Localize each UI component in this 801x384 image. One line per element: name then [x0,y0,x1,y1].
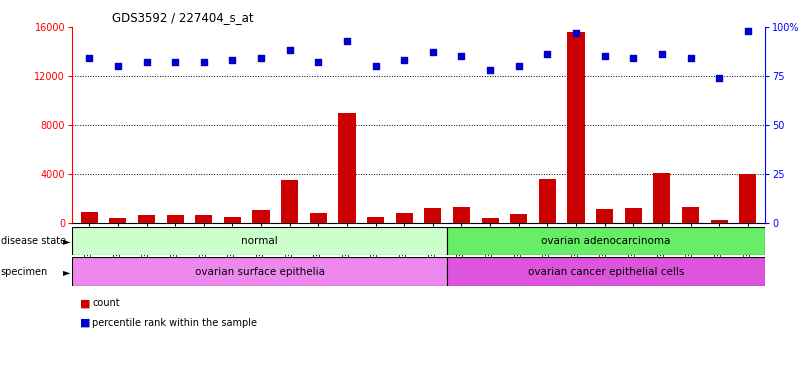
Text: ovarian adenocarcinoma: ovarian adenocarcinoma [541,236,671,246]
Bar [710,220,728,223]
Bar [72,227,448,255]
Bar [338,113,356,223]
Bar [539,179,556,223]
Text: ovarian cancer epithelial cells: ovarian cancer epithelial cells [528,266,684,277]
Point [83,55,95,61]
Point [426,49,439,55]
Point [340,38,353,44]
Bar [138,215,155,223]
Point [398,57,411,63]
Text: specimen: specimen [1,266,48,277]
Text: ovarian surface epithelia: ovarian surface epithelia [195,266,324,277]
Text: count: count [92,298,119,308]
Text: ■: ■ [80,318,91,328]
Text: normal: normal [241,236,278,246]
Text: ►: ► [62,236,70,246]
Bar [310,213,327,223]
Bar [167,215,183,223]
Bar [281,180,298,223]
Point [598,53,611,59]
Bar [739,174,756,223]
Bar [448,257,765,286]
Bar [109,218,127,223]
Bar [252,210,270,223]
Point [684,55,697,61]
Bar [396,213,413,223]
Point [655,51,668,57]
Bar [81,212,98,223]
Bar [654,172,670,223]
Bar [682,207,699,223]
Text: GDS3592 / 227404_s_at: GDS3592 / 227404_s_at [112,12,254,25]
Bar [567,32,585,223]
Point [284,47,296,53]
Text: percentile rank within the sample: percentile rank within the sample [92,318,257,328]
Point [570,30,582,36]
Point [111,63,124,69]
Point [484,67,497,73]
Bar [425,208,441,223]
Bar [596,209,614,223]
Bar [510,214,527,223]
Point [312,59,324,65]
Point [627,55,640,61]
Point [455,53,468,59]
Bar [625,208,642,223]
Bar [367,217,384,223]
Bar [195,215,212,223]
Point [541,51,553,57]
Point [742,28,755,34]
Point [369,63,382,69]
Text: disease state: disease state [1,236,66,246]
Bar [72,257,448,286]
Point [226,57,239,63]
Bar [223,217,241,223]
Text: ■: ■ [80,298,91,308]
Point [197,59,210,65]
Point [713,75,726,81]
Point [169,59,182,65]
Point [255,55,268,61]
Bar [453,207,470,223]
Text: ►: ► [62,266,70,277]
Bar [448,227,765,255]
Bar [481,218,499,223]
Point [513,63,525,69]
Point [140,59,153,65]
